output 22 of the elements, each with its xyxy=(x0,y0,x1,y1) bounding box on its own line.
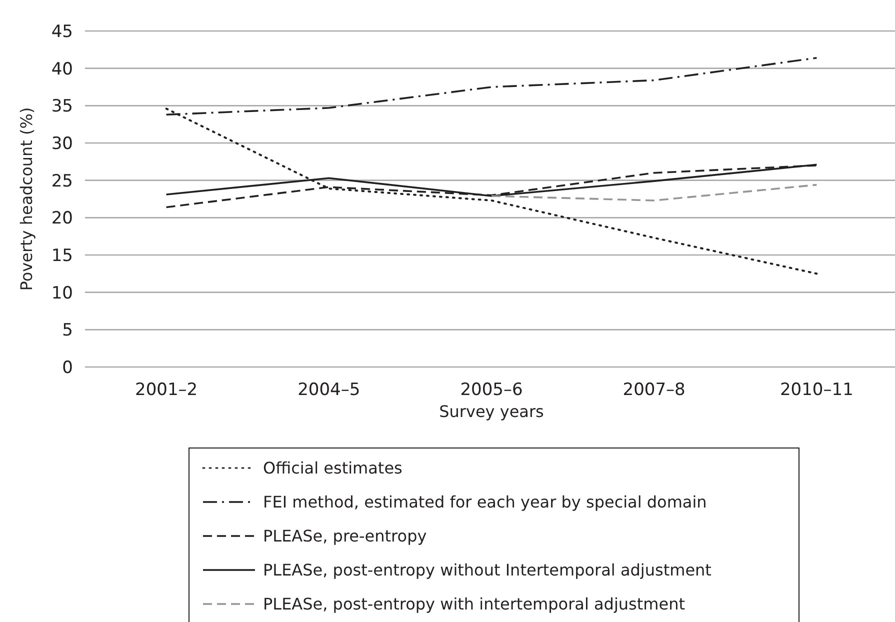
y-tick-label: 20 xyxy=(51,208,73,229)
y-tick-label: 25 xyxy=(51,171,73,192)
y-tick-label: 15 xyxy=(51,246,73,266)
y-tick-label: 10 xyxy=(51,283,73,304)
legend-label: PLEASe, post-entropy without Intertemporal adjustment xyxy=(263,560,712,580)
y-tick-label: 40 xyxy=(51,59,73,80)
legend-label: PLEASe, pre-entropy xyxy=(263,526,427,546)
x-tick-label: 2001–2 xyxy=(135,380,198,400)
legend-label: Official estimates xyxy=(263,458,402,478)
y-tick-label: 30 xyxy=(51,134,73,154)
y-tick-label: 35 xyxy=(51,96,73,117)
legend-label: PLEASe, post-entropy with intertemporal adjustment xyxy=(263,594,685,614)
y-tick-label: 0 xyxy=(62,358,73,378)
legend-label: FEI method, estimated for each year by special domain xyxy=(263,492,707,512)
y-axis-title: Poverty headcount (%) xyxy=(17,107,36,291)
y-tick-label: 5 xyxy=(62,320,73,341)
y-tick-label: 45 xyxy=(51,22,73,42)
x-tick-label: 2005–6 xyxy=(460,380,523,400)
x-tick-label: 2004–5 xyxy=(298,380,360,400)
x-tick-label: 2010–11 xyxy=(780,380,854,400)
x-tick-label: 2007–8 xyxy=(622,380,686,400)
x-axis-title: Survey years xyxy=(439,402,544,421)
